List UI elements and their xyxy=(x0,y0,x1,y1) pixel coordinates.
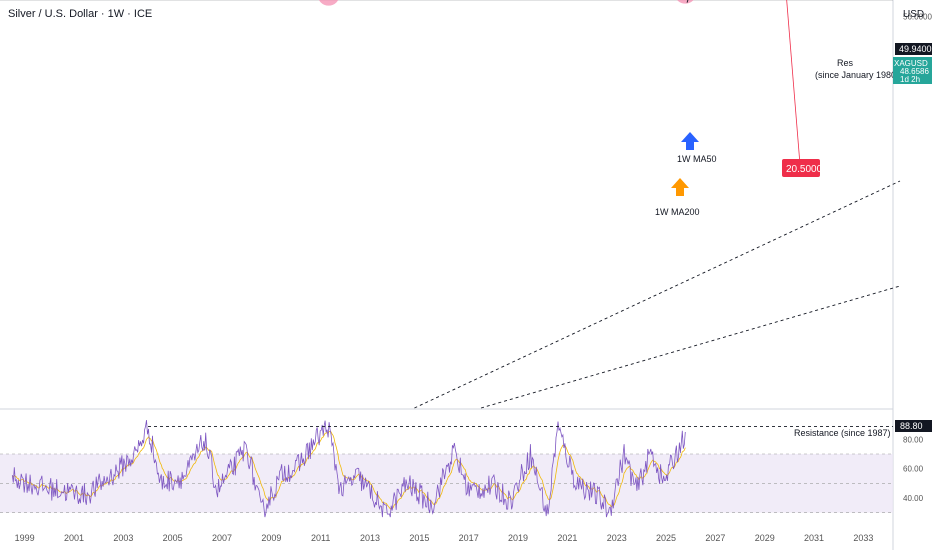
resistance-label-main: Res xyxy=(837,58,854,68)
rsi-pane xyxy=(0,420,893,518)
ma50-arrow-icon xyxy=(681,132,699,150)
rsi-level-value: 88.80 xyxy=(900,421,923,431)
trend-line-lower xyxy=(480,285,901,409)
time-tick-label: 2013 xyxy=(360,533,380,543)
currency-label: USD xyxy=(903,9,925,20)
time-tick-label: 2005 xyxy=(163,533,183,543)
ma200-arrow-icon xyxy=(671,178,689,196)
time-tick-label: 2019 xyxy=(508,533,528,543)
fib-left-level-label: 0 xyxy=(485,0,490,2)
annotations-layer: 00.6180.786100.6180.7861 xyxy=(0,0,901,409)
target-price-value: 20.5000 xyxy=(786,164,823,175)
resistance-label-since: (since January 1980) xyxy=(815,70,899,80)
time-tick-label: 2025 xyxy=(656,533,676,543)
time-tick-label: 2003 xyxy=(113,533,133,543)
rsi-tick-label: 40.00 xyxy=(903,494,924,503)
rsi-line xyxy=(11,420,686,518)
trend-line-upper xyxy=(414,180,901,409)
time-tick-label: 2031 xyxy=(804,533,824,543)
time-tick-label: 2017 xyxy=(459,533,479,543)
current-price-value: 49.9400 xyxy=(899,44,932,54)
last-price-tag xyxy=(893,57,932,84)
symbol-tag: XAGUSD xyxy=(894,59,928,68)
time-tick-label: 2011 xyxy=(311,533,330,543)
ma50-label: 1W MA50 xyxy=(677,154,717,164)
current-price-tag xyxy=(895,43,932,55)
axes-layer: 56.000040.500034.500028.500024.500020.50… xyxy=(15,13,932,544)
rsi-tick-label: 60.00 xyxy=(903,465,924,474)
time-tick-label: 1999 xyxy=(15,533,35,543)
target-connector xyxy=(786,0,802,178)
price-tick-label: 56.0000 xyxy=(903,13,932,22)
target-price-badge xyxy=(782,159,820,177)
rsi-tick-label: 80.00 xyxy=(903,435,924,444)
time-tick-label: 2023 xyxy=(607,533,627,543)
peak-marker-2011 xyxy=(318,0,339,6)
time-tick-label: 2027 xyxy=(705,533,725,543)
time-tick-label: 2009 xyxy=(261,533,281,543)
time-tick-label: 2021 xyxy=(557,533,577,543)
chart-title: Silver / U.S. Dollar · 1W · ICE xyxy=(8,8,153,20)
projection-arrow-line xyxy=(686,0,689,3)
ma200-label: 1W MA200 xyxy=(655,207,700,217)
rsi-resistance-label: Resistance (since 1987) xyxy=(794,428,891,438)
time-tick-label: 2001 xyxy=(64,533,84,543)
time-tick-label: 2029 xyxy=(755,533,775,543)
countdown-value: 1d 2h xyxy=(900,75,920,84)
time-tick-label: 2033 xyxy=(853,533,873,543)
peak-marker-2025 xyxy=(677,0,694,4)
last-price-value: 48.6586 xyxy=(900,67,929,76)
time-tick-label: 2007 xyxy=(212,533,232,543)
time-tick-label: 2015 xyxy=(409,533,429,543)
rsi-level-tag xyxy=(895,420,932,432)
